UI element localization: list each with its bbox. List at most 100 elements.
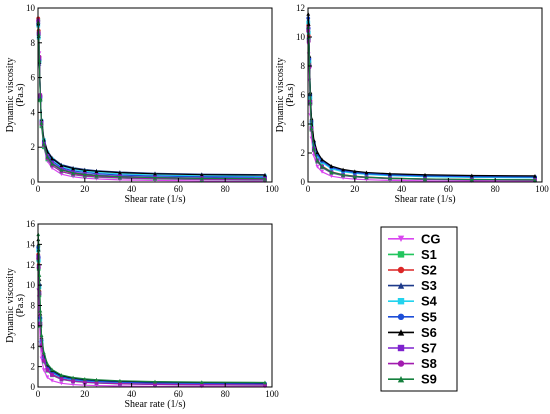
series-s9 [306, 24, 537, 182]
data-point [364, 170, 369, 175]
y-tick-label: 2 [31, 362, 36, 372]
series-line [37, 254, 265, 386]
data-point [263, 176, 267, 181]
series-s6 [36, 237, 267, 385]
data-point [263, 380, 267, 385]
y-tick-label: 4 [301, 119, 306, 129]
data-point [315, 158, 320, 163]
legend-marker [397, 235, 405, 242]
data-point [41, 350, 46, 355]
data-point [94, 169, 99, 174]
data-point [45, 368, 50, 373]
chart-panel-2: 0 20 40 60 80 100 0 2 4 6 8 10 12 Shear rate (1/s) Dyn… [275, 3, 549, 205]
data-point [329, 164, 334, 168]
x-tick-label: 0 [36, 389, 41, 399]
series-s4 [36, 248, 267, 387]
data-point [39, 333, 44, 337]
series-s2 [36, 252, 267, 387]
legend-entry-s1: S1 [388, 247, 437, 262]
x-axis-title: Shear rate (1/s) [394, 194, 455, 205]
data-point [38, 96, 43, 101]
data-point [118, 170, 122, 175]
data-point [41, 368, 46, 373]
x-tick-label: 100 [265, 389, 279, 399]
series-line [37, 21, 265, 180]
data-point [469, 173, 474, 178]
series-line [307, 18, 535, 178]
data-point [199, 172, 204, 177]
y-axis-title: Dynamic viscosity [275, 58, 286, 133]
y-tick-label: 4 [31, 107, 36, 117]
legend-entry-s5: S5 [388, 309, 437, 324]
x-tick-label: 20 [350, 184, 360, 194]
data-point [320, 157, 324, 162]
data-point [59, 167, 64, 172]
series-cg [36, 20, 267, 184]
data-point [352, 169, 357, 174]
data-point [94, 173, 99, 178]
legend-entry-s8: S8 [388, 356, 437, 371]
x-tick-label: 40 [397, 184, 407, 194]
y-axis-unit: (Pa.s) [285, 83, 296, 106]
x-tick-label: 100 [535, 184, 549, 194]
data-point [533, 174, 537, 178]
y-tick-label: 12 [296, 3, 305, 13]
series-line [37, 20, 265, 181]
plot-frame [37, 7, 273, 183]
y-tick-label: 0 [31, 382, 36, 392]
y-tick-label: 10 [26, 3, 36, 13]
series-s7 [36, 20, 267, 181]
legend-entry-cg: CG [388, 231, 441, 246]
data-point [423, 172, 427, 177]
legend-marker [397, 376, 405, 383]
data-point [59, 373, 64, 377]
data-point [153, 171, 157, 176]
series-s9 [36, 20, 267, 181]
data-point [45, 361, 50, 366]
series-line [307, 31, 535, 181]
legend-entry-s9: S9 [388, 372, 437, 387]
data-point [41, 359, 46, 363]
series-s8 [36, 256, 267, 387]
data-point [82, 380, 87, 385]
data-point [50, 378, 54, 383]
data-point [263, 173, 267, 177]
series-s7 [36, 254, 267, 387]
data-point [315, 164, 320, 169]
data-point [118, 174, 122, 179]
x-tick-label: 20 [80, 389, 90, 399]
data-point [153, 379, 157, 384]
data-point [82, 376, 87, 381]
y-axis-unit: (Pa.s) [15, 294, 26, 317]
legend-label: S3 [421, 278, 437, 293]
series-s6 [306, 11, 537, 178]
series-s2 [36, 16, 267, 182]
series-line [37, 21, 265, 182]
data-point [50, 156, 54, 161]
data-point [50, 373, 54, 377]
series-line [307, 29, 535, 181]
data-point [364, 175, 369, 180]
x-tick-label: 80 [491, 184, 501, 194]
series-s9 [36, 232, 267, 385]
data-point [199, 380, 204, 385]
y-tick-label: 8 [31, 38, 36, 48]
series-line [307, 13, 535, 177]
data-point [320, 164, 324, 169]
data-point [71, 379, 75, 384]
data-point [45, 154, 50, 159]
x-tick-label: 80 [221, 184, 231, 194]
legend-label: S5 [421, 309, 437, 324]
y-tick-label: 8 [31, 301, 36, 311]
data-point [199, 176, 204, 181]
y-tick-label: 8 [301, 61, 306, 71]
legend-marker [397, 266, 405, 274]
legend-label: S6 [421, 325, 437, 340]
y-tick-label: 0 [301, 177, 306, 187]
series-line [307, 26, 535, 181]
series-cg [36, 288, 267, 389]
data-point [82, 172, 87, 177]
